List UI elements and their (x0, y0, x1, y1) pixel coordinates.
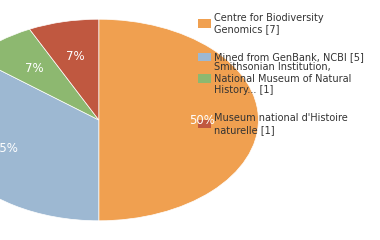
Text: 35%: 35% (0, 142, 18, 155)
Text: 7%: 7% (66, 50, 85, 63)
Wedge shape (30, 19, 99, 120)
Text: Museum national d'Histoire
naturelle [1]: Museum national d'Histoire naturelle [1] (214, 114, 348, 135)
Text: 7%: 7% (25, 62, 43, 75)
Text: 50%: 50% (190, 114, 215, 126)
Bar (198, 120, 211, 128)
Text: Mined from GenBank, NCBI [5]: Mined from GenBank, NCBI [5] (214, 52, 364, 62)
Bar (198, 74, 211, 83)
Bar (198, 19, 211, 28)
Text: Smithsonian Institution,
National Museum of Natural
History... [1]: Smithsonian Institution, National Museum… (214, 62, 352, 95)
Bar (198, 53, 211, 61)
Text: Centre for Biodiversity
Genomics [7]: Centre for Biodiversity Genomics [7] (214, 12, 323, 34)
Wedge shape (0, 57, 99, 221)
Wedge shape (99, 19, 258, 221)
Wedge shape (0, 29, 99, 120)
